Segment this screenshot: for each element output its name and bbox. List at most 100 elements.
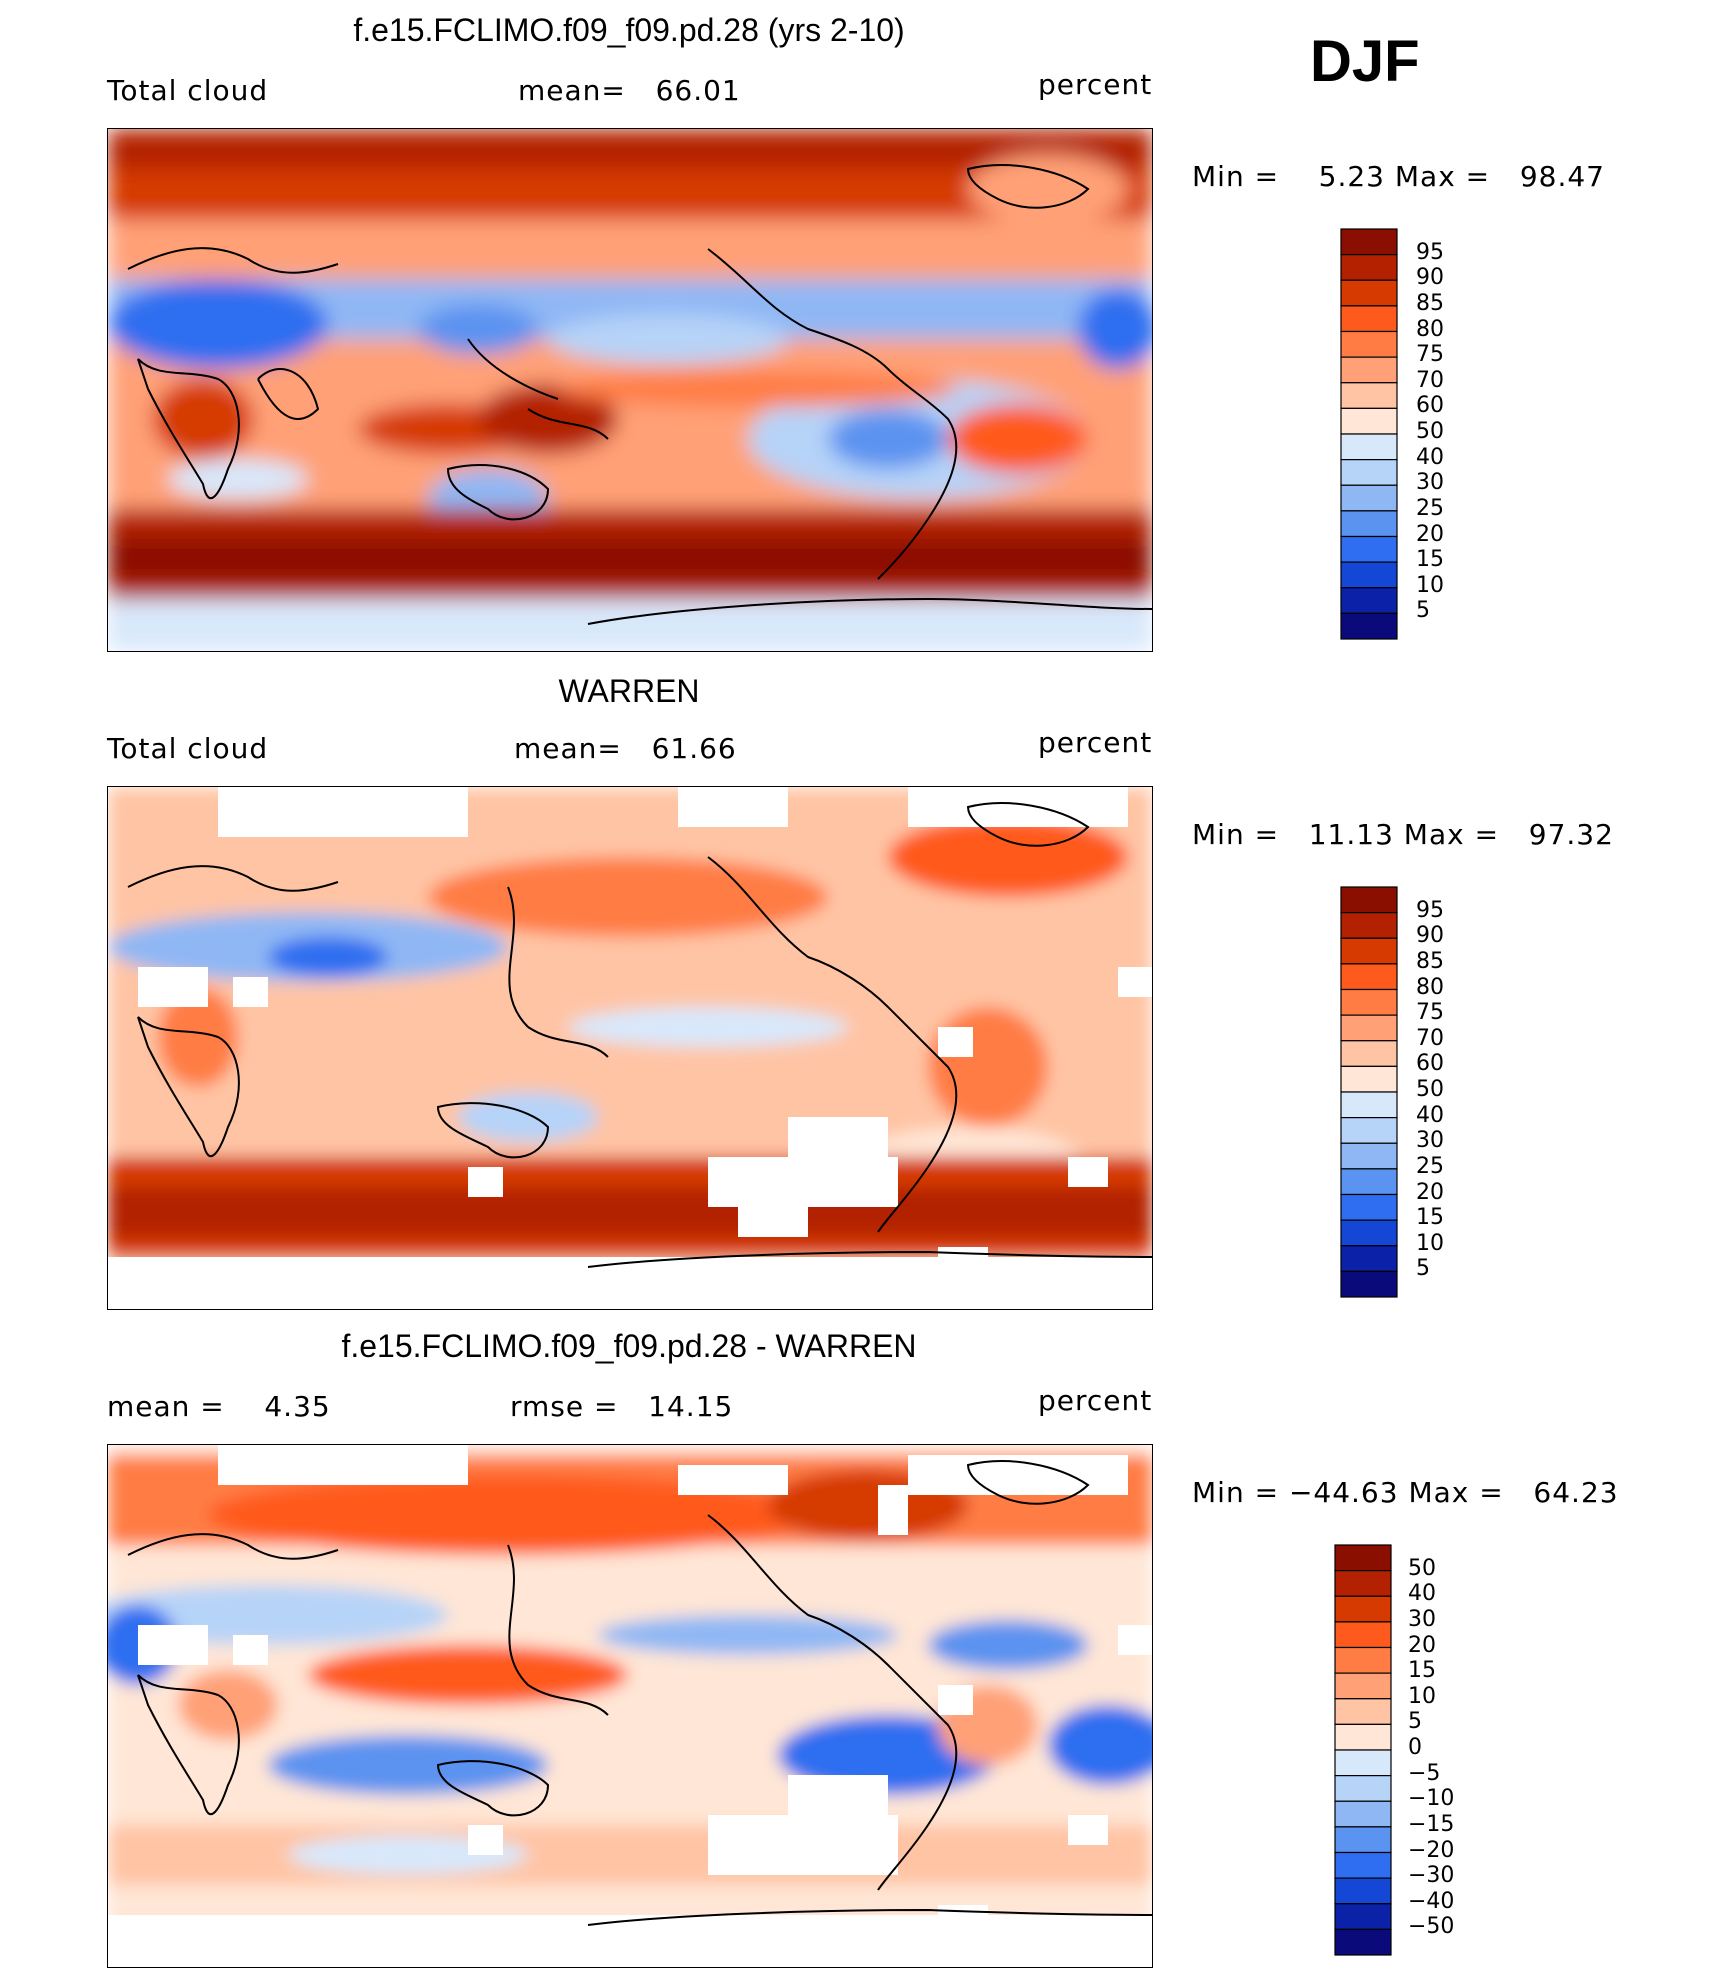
panel-2-colorbar-box: [1340, 963, 1398, 991]
panel-2-colorbar-box: [1340, 886, 1398, 914]
panel-3-map: [107, 1444, 1153, 1968]
panel-2-minmax: Min = 11.13 Max = 97.32: [1192, 818, 1614, 851]
panel-3-colorbar-box: [1334, 1646, 1392, 1674]
panel-1-colorbar-tick: 75: [1416, 342, 1444, 368]
panel-3-colorbar-tick: −50: [1408, 1914, 1455, 1940]
panel-2-colorbar-tick: 80: [1416, 974, 1444, 1000]
panel-1-colorbar-tick: 25: [1416, 495, 1444, 521]
panel-2-colorbar-tick: 85: [1416, 948, 1444, 974]
panel-3-colorbar-tick: 15: [1408, 1658, 1436, 1684]
panel-2-colorbar-box: [1340, 1065, 1398, 1093]
panel-1-map: [107, 128, 1153, 652]
panel-1-colorbar-tick: 80: [1416, 316, 1444, 342]
panel-1-colorbar-tick: 5: [1416, 598, 1430, 624]
panel-2-colorbar-tick: 15: [1416, 1205, 1444, 1231]
panel-3-units-label: percent: [1038, 1384, 1153, 1417]
panel-1-colorbar-tick: 10: [1416, 572, 1444, 598]
panel-3-mean-label: mean = 4.35: [107, 1390, 331, 1423]
panel-1-minmax: Min = 5.23 Max = 98.47: [1192, 160, 1605, 193]
panel-1-colorbar-box: [1340, 433, 1398, 461]
panel-3-colorbar-tick: 50: [1408, 1555, 1436, 1581]
panel-1-colorbar-tick: 15: [1416, 547, 1444, 573]
panel-3-colorbar-tick: 5: [1408, 1709, 1422, 1735]
panel-3-colorbar-box: [1334, 1723, 1392, 1751]
panel-1-colorbar-tick: 60: [1416, 393, 1444, 419]
panel-2-colorbar-tick: 95: [1416, 897, 1444, 923]
panel-2-colorbar-box: [1340, 1270, 1398, 1298]
panel-3-colorbar-box: [1334, 1570, 1392, 1597]
panel-3-colorbar-box: [1334, 1775, 1392, 1802]
panel-2-colorbar-tick: 5: [1416, 1256, 1430, 1282]
panel-3-colorbar-tick: −10: [1408, 1786, 1455, 1812]
panel-2-colorbar-ticks: 95 90 85 80 75 70 60 50 40 30 25 20 15 10 5: [1416, 898, 1496, 1298]
panel-1-colorbar-tick: 90: [1416, 265, 1444, 291]
panel-1-colorbar-box: [1340, 510, 1398, 538]
panel-3-colorbar-box: [1334, 1544, 1392, 1572]
panel-3-colorbar-box: [1334, 1800, 1392, 1828]
panel-3-title: f.e15.FCLIMO.f09_f09.pd.28 - WARREN: [341, 1328, 917, 1364]
panel-1-mean-label: mean= 66.01: [518, 74, 741, 107]
panel-2-colorbar-box: [1340, 1014, 1398, 1042]
panel-1-colorbar-box: [1340, 305, 1398, 333]
panel-3-colorbar: [1334, 1544, 1394, 1956]
panel-1-colorbar-box: [1340, 535, 1398, 563]
panel-3-colorbar-box: [1334, 1672, 1392, 1700]
panel-1-colorbar-tick: 20: [1416, 521, 1444, 547]
panel-3-colorbar-tick: −20: [1408, 1837, 1455, 1863]
panel-1-variable-label: Total cloud: [107, 74, 269, 107]
panel-2-mean-label: mean= 61.66: [514, 732, 737, 765]
panel-2-colorbar-tick: 25: [1416, 1153, 1444, 1179]
panel-2-colorbar-box: [1340, 1245, 1398, 1272]
panel-1-colorbar-tick: 85: [1416, 290, 1444, 316]
panel-3-colorbar-ticks: 50 40 30 20 15 10 5 0 −5 −10 −15 −20 −30 −40 −50: [1408, 1556, 1498, 1956]
panel-2-colorbar-box: [1340, 912, 1398, 939]
panel-2-colorbar-tick: 70: [1416, 1025, 1444, 1051]
panel-3-colorbar-tick: −30: [1408, 1863, 1455, 1889]
panel-1-colorbar-tick: 50: [1416, 419, 1444, 444]
panel-3-colorbar-box: [1334, 1903, 1392, 1930]
panel-1-colorbar-box: [1340, 279, 1398, 307]
panel-2-colorbar-box: [1340, 1168, 1398, 1196]
panel-1-units-label: percent: [1038, 68, 1153, 101]
panel-1-colorbar-tick: 40: [1416, 444, 1444, 470]
panel-2-colorbar-box: [1340, 1040, 1398, 1067]
panel-3-colorbar-tick: −15: [1408, 1811, 1455, 1837]
panel-3-colorbar-tick: 30: [1408, 1606, 1436, 1632]
panel-2-colorbar-tick: 10: [1416, 1230, 1444, 1256]
panel-3-colorbar-tick: 10: [1408, 1683, 1436, 1709]
panel-1-colorbar-box: [1340, 254, 1398, 281]
panel-1-colorbar-ticks: 95 90 85 80 75 70 60 50 40 30 25 20 15 10 5: [1416, 240, 1496, 640]
panel-2-map: [107, 786, 1153, 1310]
panel-1-title: f.e15.FCLIMO.f09_f09.pd.28 (yrs 2-10): [353, 12, 905, 48]
panel-3-colorbar-box: [1334, 1749, 1392, 1777]
season-label: DJF: [1310, 29, 1420, 94]
panel-2-colorbar-tick: 40: [1416, 1102, 1444, 1128]
panel-3-rmse-label: rmse = 14.15: [510, 1390, 734, 1423]
panel-2-colorbar: [1340, 886, 1400, 1298]
panel-2-colorbar-box: [1340, 1219, 1398, 1247]
panel-1-colorbar-tick: 70: [1416, 367, 1444, 393]
panel-3-colorbar-box: [1334, 1928, 1392, 1956]
panel-3-colorbar-tick: 40: [1408, 1581, 1436, 1607]
panel-3-colorbar-box: [1334, 1698, 1392, 1725]
panel-1-colorbar-tick: 30: [1416, 470, 1444, 496]
panel-1-colorbar-tick: 95: [1416, 239, 1444, 265]
panel-2-colorbar-box: [1340, 1091, 1398, 1119]
panel-2-units-label: percent: [1038, 726, 1153, 759]
panel-3-colorbar-box: [1334, 1851, 1392, 1879]
panel-2-colorbar-tick: 30: [1416, 1128, 1444, 1154]
panel-3-colorbar-tick: 0: [1408, 1735, 1422, 1760]
panel-2-title: WARREN: [558, 673, 700, 709]
panel-3-colorbar-tick: −5: [1408, 1760, 1441, 1786]
panel-2-colorbar-box: [1340, 1142, 1398, 1170]
panel-1-colorbar: [1340, 228, 1400, 640]
panel-1-colorbar-box: [1340, 459, 1398, 486]
panel-1-colorbar-box: [1340, 382, 1398, 409]
panel-1-colorbar-box: [1340, 228, 1398, 256]
panel-3-colorbar-tick: −40: [1408, 1888, 1455, 1914]
panel-1-colorbar-box: [1340, 612, 1398, 640]
panel-3-colorbar-box: [1334, 1877, 1392, 1905]
panel-1-colorbar-box: [1340, 407, 1398, 435]
panel-2-colorbar-tick: 50: [1416, 1077, 1444, 1102]
panel-2-colorbar-tick: 20: [1416, 1179, 1444, 1205]
